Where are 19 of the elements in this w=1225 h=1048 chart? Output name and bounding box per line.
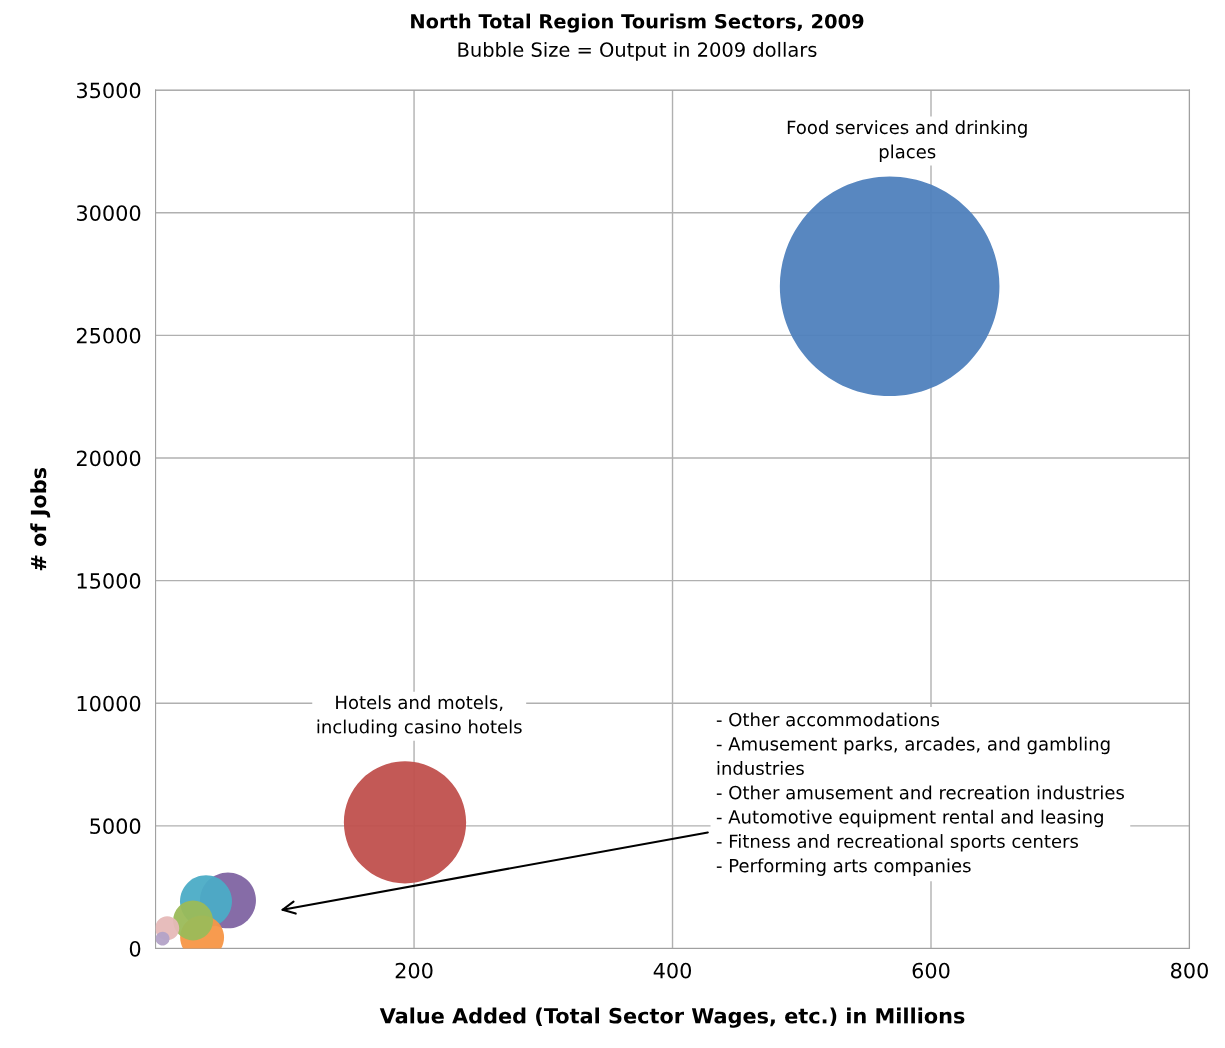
y-axis-title: # of Jobs <box>30 467 51 571</box>
y-tick-label: 35000 <box>77 82 141 99</box>
chart-subtitle: Bubble Size = Output in 2009 dollars <box>458 41 817 61</box>
y-tick-label: 0 <box>129 940 141 957</box>
y-tick-label: 15000 <box>77 573 141 589</box>
x-axis-title: Value Added (Total Sector Wages, etc.) in Millions <box>379 1007 965 1028</box>
x-tick-label: 600 <box>912 962 950 979</box>
annotation: Food services and drinking places <box>787 120 1027 162</box>
y-tick-label: 5000 <box>90 818 141 835</box>
x-tick-label: 800 <box>1171 962 1208 979</box>
x-tick-label: 200 <box>395 962 433 979</box>
y-tick-label: 10000 <box>77 695 141 712</box>
y-tick-label: 25000 <box>76 327 141 344</box>
x-tick-label: 400 <box>653 962 692 979</box>
y-tick-label: 20000 <box>76 450 141 467</box>
annotation: Hotels and motels, including casino hotels <box>317 695 522 738</box>
annotation: - Other accommodations - Amusement parks, arcades, and gambling industries - Other amusement and recreation industries - Automotive equipment rental and leasing - Fitness and recreational sports centers - Performing arts companies <box>716 712 1124 876</box>
y-tick-label: 30000 <box>77 205 141 221</box>
chart-title: North Total Region Tourism Sectors, 2009 <box>411 13 864 33</box>
